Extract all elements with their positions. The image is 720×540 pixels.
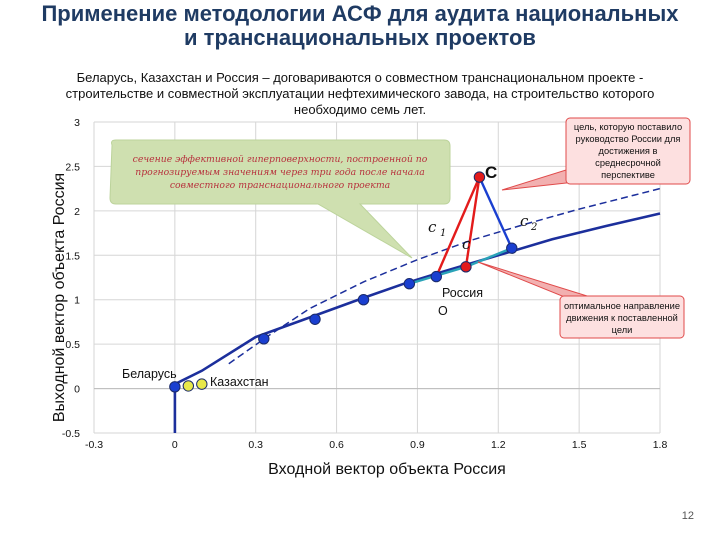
x-tick-label: -0.3 <box>85 439 103 451</box>
vector-line <box>435 176 481 278</box>
x-tick-label: 0.6 <box>329 439 344 451</box>
x-tick-label: 1.8 <box>653 439 668 451</box>
x-tick-label: 1.2 <box>491 439 506 451</box>
y-tick-label: 1.5 <box>65 250 80 262</box>
callout-goal-text: перспективе <box>601 170 655 180</box>
label-c2: c <box>520 212 529 230</box>
vector-line <box>465 247 513 268</box>
callout-optimal-text: оптимальное направление <box>564 301 680 311</box>
data-point <box>309 313 321 325</box>
y-tick-label: 2.5 <box>65 161 80 173</box>
y-tick-label: 1 <box>74 295 80 307</box>
page-number: 12 <box>681 510 694 522</box>
label-o-marker: O <box>438 304 448 318</box>
label-c1: c <box>428 218 437 236</box>
y-tick-label: 3 <box>74 117 80 129</box>
data-point <box>473 171 486 183</box>
subtitle-line-3: необходимо семь лет. <box>293 102 427 117</box>
label-russia: Россия <box>442 286 483 300</box>
data-point <box>357 294 370 306</box>
data-point <box>460 261 472 273</box>
callout-green-text: прогнозируемым значениям через три года … <box>135 167 425 178</box>
data-point <box>196 378 208 390</box>
title-line-1: Применение методологии АСФ для аудита на… <box>41 1 679 26</box>
vector-line <box>478 176 513 249</box>
data-point <box>182 380 195 392</box>
callout-optimal-pointer <box>477 261 601 301</box>
data-point <box>506 242 518 254</box>
callout-green-text: совместного транснационального проекта <box>170 180 390 191</box>
callout-green-text: сечение эффективной гиперповерхности, по… <box>133 154 428 165</box>
page-title: Применение методологии АСФ для аудита на… <box>0 2 720 50</box>
label-belarus: Беларусь <box>122 367 177 381</box>
label-c-prime: c <box>462 235 471 253</box>
subtitle-line-1: Беларусь, Казахстан и Россия – договарив… <box>76 70 644 85</box>
y-tick-label: -0.5 <box>62 428 80 440</box>
title-line-2: и транснациональных проектов <box>184 25 536 50</box>
x-tick-label: 0.3 <box>248 439 263 451</box>
x-tick-label: 0 <box>172 439 178 451</box>
callout-green-bubble <box>109 139 451 259</box>
callout-goal-text: среднесрочной <box>595 158 661 168</box>
y-tick-label: 2 <box>74 206 80 218</box>
x-tick-label: 1.5 <box>572 439 587 451</box>
data-point <box>258 333 270 345</box>
callout-optimal-box <box>559 295 685 339</box>
callout-optimal-text: движения к поставленной <box>566 313 678 323</box>
data-point <box>403 278 416 290</box>
data-point <box>430 270 442 283</box>
label-c2-sub: 2 <box>530 222 537 233</box>
x-tick-label: 0.9 <box>410 439 425 451</box>
page-subtitle: Беларусь, Казахстан и Россия – договарив… <box>20 70 700 118</box>
vector-line <box>464 176 481 268</box>
x-axis-label: Входной вектор объекта Россия <box>268 461 506 478</box>
label-kazakhstan: Казахстан <box>210 375 269 389</box>
data-point <box>169 381 181 393</box>
label-point-c: C <box>485 163 497 182</box>
y-tick-label: 0 <box>74 384 80 396</box>
y-tick-label: 0.5 <box>65 339 80 351</box>
callout-goal-text: руководство России для <box>576 134 681 144</box>
callout-goal-text: цель, которую поставило <box>574 122 682 132</box>
callout-optimal-text: цели <box>612 325 633 335</box>
series-line-2 <box>228 187 661 365</box>
callout-goal-text: достижения в <box>599 146 658 156</box>
y-axis-label: Выходной вектор объекта Россия <box>51 173 68 422</box>
label-c1-sub: 1 <box>440 228 446 239</box>
callout-goal-box <box>565 117 691 185</box>
subtitle-line-2: строительстве и совместной эксплуатации … <box>65 86 655 101</box>
